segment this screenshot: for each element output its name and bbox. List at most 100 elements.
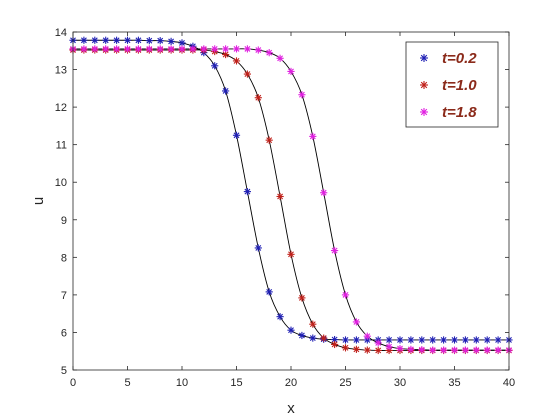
data-point: t=1.8: x=3, u=13.55 — [102, 45, 110, 53]
data-point: t=0.2: x=14, u=12.43 — [222, 87, 230, 95]
legend-label-2: t=1.8 — [442, 104, 477, 121]
data-markers: t=0.2: x=0, u=13.78t=0.2: x=1, u=13.78t=… — [69, 36, 513, 355]
data-point: t=1.8: x=35, u=5.53 — [450, 346, 459, 354]
data-point: t=1.8: x=11, u=13.55 — [189, 45, 197, 53]
data-point: t=1.8: x=12, u=13.55 — [200, 45, 208, 53]
data-point: t=0.2: x=36, u=5.8 — [461, 336, 469, 344]
data-point: t=1.8: x=19, u=13.3 — [276, 54, 284, 62]
data-point: t=0.2: x=13, u=13.1 — [211, 62, 219, 70]
y-tick-label: 14 — [55, 27, 67, 39]
data-point: t=1.8: x=24, u=8.18 — [331, 246, 339, 255]
data-point: t=1.8: x=33, u=5.53 — [429, 346, 437, 354]
data-point: t=1.8: x=17, u=13.52 — [254, 46, 262, 54]
data-point: t=0.2: x=9, u=13.75 — [167, 37, 175, 45]
data-point: t=1.0: x=28, u=5.52 — [374, 346, 382, 355]
data-point: t=0.2: x=16, u=9.75 — [243, 188, 251, 196]
data-point: t=0.2: x=34, u=5.8 — [440, 336, 448, 344]
y-tick-label: 12 — [55, 102, 67, 114]
data-point: t=1.8: x=29, u=5.62 — [385, 343, 393, 351]
x-tick-label: 40 — [503, 377, 515, 389]
data-point: t=1.8: x=1, u=13.55 — [80, 45, 88, 53]
x-tick-label: 5 — [124, 377, 130, 389]
data-point: t=1.8: x=25, u=7 — [341, 291, 350, 299]
data-point: t=0.2: x=29, u=5.8 — [385, 336, 393, 344]
x-tick-label: 20 — [285, 377, 297, 389]
y-tick-label: 10 — [55, 177, 67, 189]
y-tick-label: 13 — [55, 65, 67, 77]
data-point: t=0.2: x=37, u=5.8 — [472, 336, 480, 344]
data-point: t=1.0: x=26, u=5.55 — [352, 345, 360, 353]
x-tick-label: 25 — [339, 377, 351, 389]
data-point: t=0.2: x=38, u=5.8 — [483, 336, 491, 344]
data-point: t=0.2: x=18, u=7.08 — [265, 288, 273, 296]
data-point: t=1.0: x=19, u=9.62 — [276, 192, 284, 201]
y-tick-label: 11 — [56, 140, 67, 152]
legend: t=0.2 t=1.0 t=1.8 — [405, 41, 499, 128]
data-point: t=1.0: x=16, u=12.88 — [243, 70, 251, 78]
data-point: t=0.2: x=30, u=5.8 — [396, 336, 404, 344]
data-point: t=1.8: x=27, u=5.9 — [363, 332, 371, 340]
y-tick-label: 9 — [61, 215, 67, 227]
data-point: t=0.2: x=32, u=5.8 — [418, 336, 426, 344]
data-point: t=1.8: x=16, u=13.55 — [243, 45, 251, 53]
data-point: t=0.2: x=39, u=5.8 — [494, 336, 502, 344]
y-tick-label: 6 — [61, 327, 67, 339]
data-point: t=1.8: x=28, u=5.72 — [374, 339, 382, 347]
x-axis-label: x — [287, 400, 295, 417]
x-axis: 0 5 10 15 20 25 30 35 40 — [70, 32, 515, 389]
x-tick-label: 0 — [70, 377, 76, 389]
data-point: t=0.2: x=8, u=13.77 — [156, 37, 164, 45]
data-point: t=1.8: x=18, u=13.45 — [265, 49, 273, 57]
legend-label-0: t=0.2 — [442, 50, 477, 67]
data-point: t=1.0: x=20, u=8.08 — [287, 250, 295, 258]
data-point: t=1.8: x=39, u=5.53 — [494, 346, 502, 354]
data-point: t=1.8: x=2, u=13.55 — [91, 45, 99, 53]
data-point: t=1.0: x=25, u=5.59 — [341, 344, 350, 352]
data-point: t=0.2: x=19, u=6.42 — [276, 313, 284, 321]
data-point: t=1.0: x=27, u=5.53 — [363, 346, 371, 354]
data-point: t=0.2: x=20, u=6.06 — [287, 326, 295, 334]
data-point: t=0.2: x=3, u=13.78 — [102, 36, 110, 44]
data-point: t=1.8: x=30, u=5.57 — [396, 344, 404, 353]
data-point: t=0.2: x=17, u=8.25 — [254, 244, 262, 252]
data-point: t=1.0: x=21, u=6.92 — [298, 294, 306, 302]
data-point: t=1.0: x=24, u=5.68 — [331, 340, 339, 349]
data-point: t=1.8: x=34, u=5.53 — [440, 346, 448, 354]
data-point: t=1.8: x=6, u=13.55 — [134, 45, 142, 53]
y-axis-label: u — [30, 197, 47, 205]
y-tick-label: 7 — [61, 290, 67, 302]
data-point: t=0.2: x=2, u=13.78 — [91, 36, 99, 44]
data-point: t=0.2: x=22, u=5.85 — [309, 334, 317, 342]
y-tick-label: 8 — [61, 252, 67, 264]
data-point: t=0.2: x=4, u=13.78 — [113, 36, 121, 44]
x-tick-label: 10 — [176, 377, 188, 389]
data-point: t=1.8: x=13, u=13.55 — [211, 45, 219, 53]
data-point: t=1.8: x=10, u=13.55 — [178, 45, 186, 53]
x-tick-label: 30 — [394, 377, 406, 389]
data-point: t=1.0: x=15, u=13.23 — [232, 57, 241, 65]
data-point: t=1.8: x=23, u=9.72 — [320, 189, 328, 197]
data-point: t=1.8: x=9, u=13.55 — [167, 45, 175, 53]
data-point: t=1.8: x=22, u=11.22 — [309, 132, 317, 141]
data-point: t=0.2: x=26, u=5.8 — [352, 336, 360, 344]
data-point: t=1.0: x=18, u=11.12 — [265, 136, 273, 144]
data-point: t=1.8: x=31, u=5.55 — [407, 345, 415, 353]
data-point: t=0.2: x=6, u=13.78 — [134, 36, 142, 44]
data-point: t=1.0: x=17, u=12.25 — [254, 94, 262, 102]
data-point: t=0.2: x=5, u=13.78 — [123, 36, 132, 44]
data-point: t=1.8: x=32, u=5.54 — [418, 346, 426, 354]
y-tick-label: 5 — [61, 365, 67, 377]
data-point: t=0.2: x=35, u=5.8 — [450, 336, 459, 344]
data-point: t=1.8: x=7, u=13.55 — [145, 45, 153, 53]
data-point: t=1.8: x=15, u=13.55 — [232, 45, 241, 53]
legend-marker-1 — [420, 81, 428, 89]
data-point: t=0.2: x=21, u=5.92 — [298, 331, 306, 340]
data-point: t=1.0: x=22, u=6.22 — [309, 320, 317, 328]
data-point: t=1.8: x=14, u=13.55 — [222, 45, 230, 53]
x-tick-label: 35 — [448, 377, 460, 389]
data-point: t=1.8: x=4, u=13.55 — [113, 45, 121, 53]
legend-label-1: t=1.0 — [442, 77, 477, 94]
legend-marker-2 — [420, 108, 428, 116]
legend-marker-0 — [420, 54, 428, 62]
